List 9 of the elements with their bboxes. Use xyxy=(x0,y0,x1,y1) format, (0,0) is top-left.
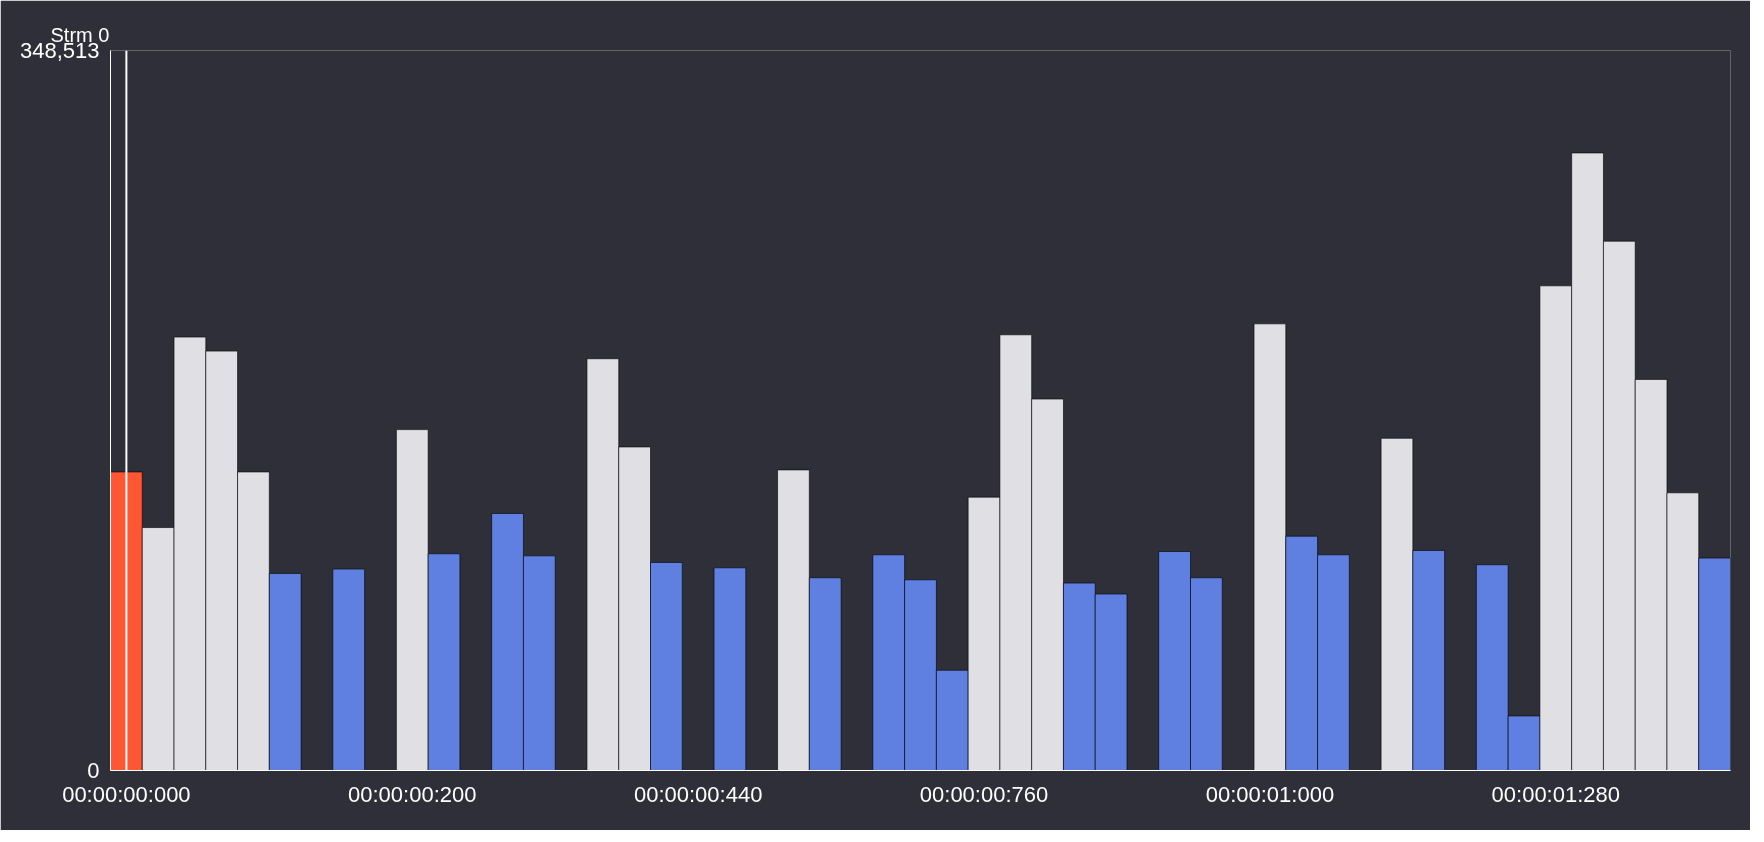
x-tick-label: 00:00:01:000 xyxy=(1205,781,1335,807)
y-tick-label: 0 xyxy=(87,758,100,783)
bar xyxy=(332,568,365,771)
x-tick-label: 00:00:00:760 xyxy=(919,781,1049,807)
x-tick-label: 00:00:01:280 xyxy=(1491,781,1621,807)
x-tick-label: 00:00:00:200 xyxy=(348,781,477,807)
x-tick-label: 00:00:00:440 xyxy=(633,781,763,807)
bar xyxy=(713,567,747,771)
x-tick-label: 00:00:00:000 xyxy=(62,781,191,807)
